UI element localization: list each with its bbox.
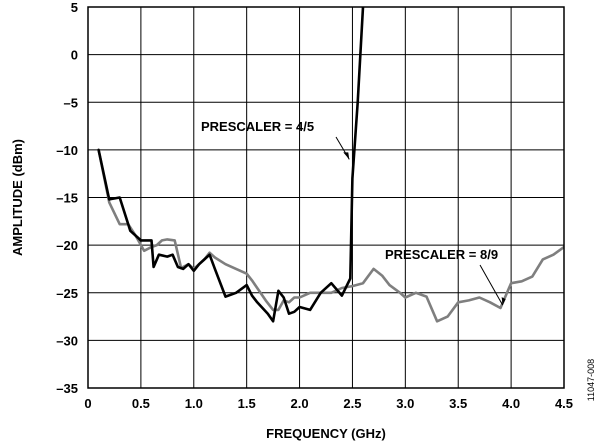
series-line-prescaler-8-9	[97, 148, 564, 323]
x-axis-label: FREQUENCY (GHz)	[266, 426, 386, 441]
x-tick-label: 2.5	[343, 396, 361, 411]
y-tick-label: –15	[56, 191, 78, 206]
y-tick-label: –5	[64, 95, 78, 110]
x-tick-label: 0.5	[132, 396, 150, 411]
x-tick-label: 1.5	[238, 396, 256, 411]
y-tick-label: –30	[56, 333, 78, 348]
y-tick-label: –25	[56, 286, 78, 301]
annotation-arrowhead	[343, 152, 350, 160]
y-tick-labels: 5 0 –5 –10 –15 –20 –25 –30 –35	[56, 0, 78, 396]
annotation-prescaler-4-5: PRESCALER = 4/5	[201, 119, 314, 134]
y-tick-label: –20	[56, 238, 78, 253]
series-layer	[97, 7, 564, 323]
annotation-leader	[479, 264, 504, 306]
x-tick-label: 3.0	[396, 396, 414, 411]
x-tick-label: 4.5	[555, 396, 573, 411]
annotations: PRESCALER = 4/5 PRESCALER = 8/9	[201, 119, 506, 306]
x-tick-label: 1.0	[185, 396, 203, 411]
grid	[88, 7, 564, 388]
x-tick-label: 4.0	[502, 396, 520, 411]
x-tick-label: 0	[84, 396, 91, 411]
plot-frame	[87, 6, 565, 389]
x-tick-labels: 0 0.5 1.0 1.5 2.0 2.5 3.0 3.5 4.0 4.5	[84, 396, 573, 411]
y-tick-label: 5	[71, 0, 78, 15]
y-tick-label: 0	[71, 48, 78, 63]
annotation-prescaler-8-9: PRESCALER = 8/9	[385, 247, 498, 262]
y-axis-label: AMPLITUDE (dBm)	[10, 139, 25, 256]
series-line-prescaler-4-5	[97, 7, 365, 323]
y-tick-label: –10	[56, 143, 78, 158]
figure-id: 11047-008	[586, 359, 596, 401]
x-tick-label: 3.5	[449, 396, 467, 411]
y-tick-label: –35	[56, 381, 78, 396]
x-tick-label: 2.0	[291, 396, 309, 411]
annotation-arrowhead	[501, 297, 506, 306]
